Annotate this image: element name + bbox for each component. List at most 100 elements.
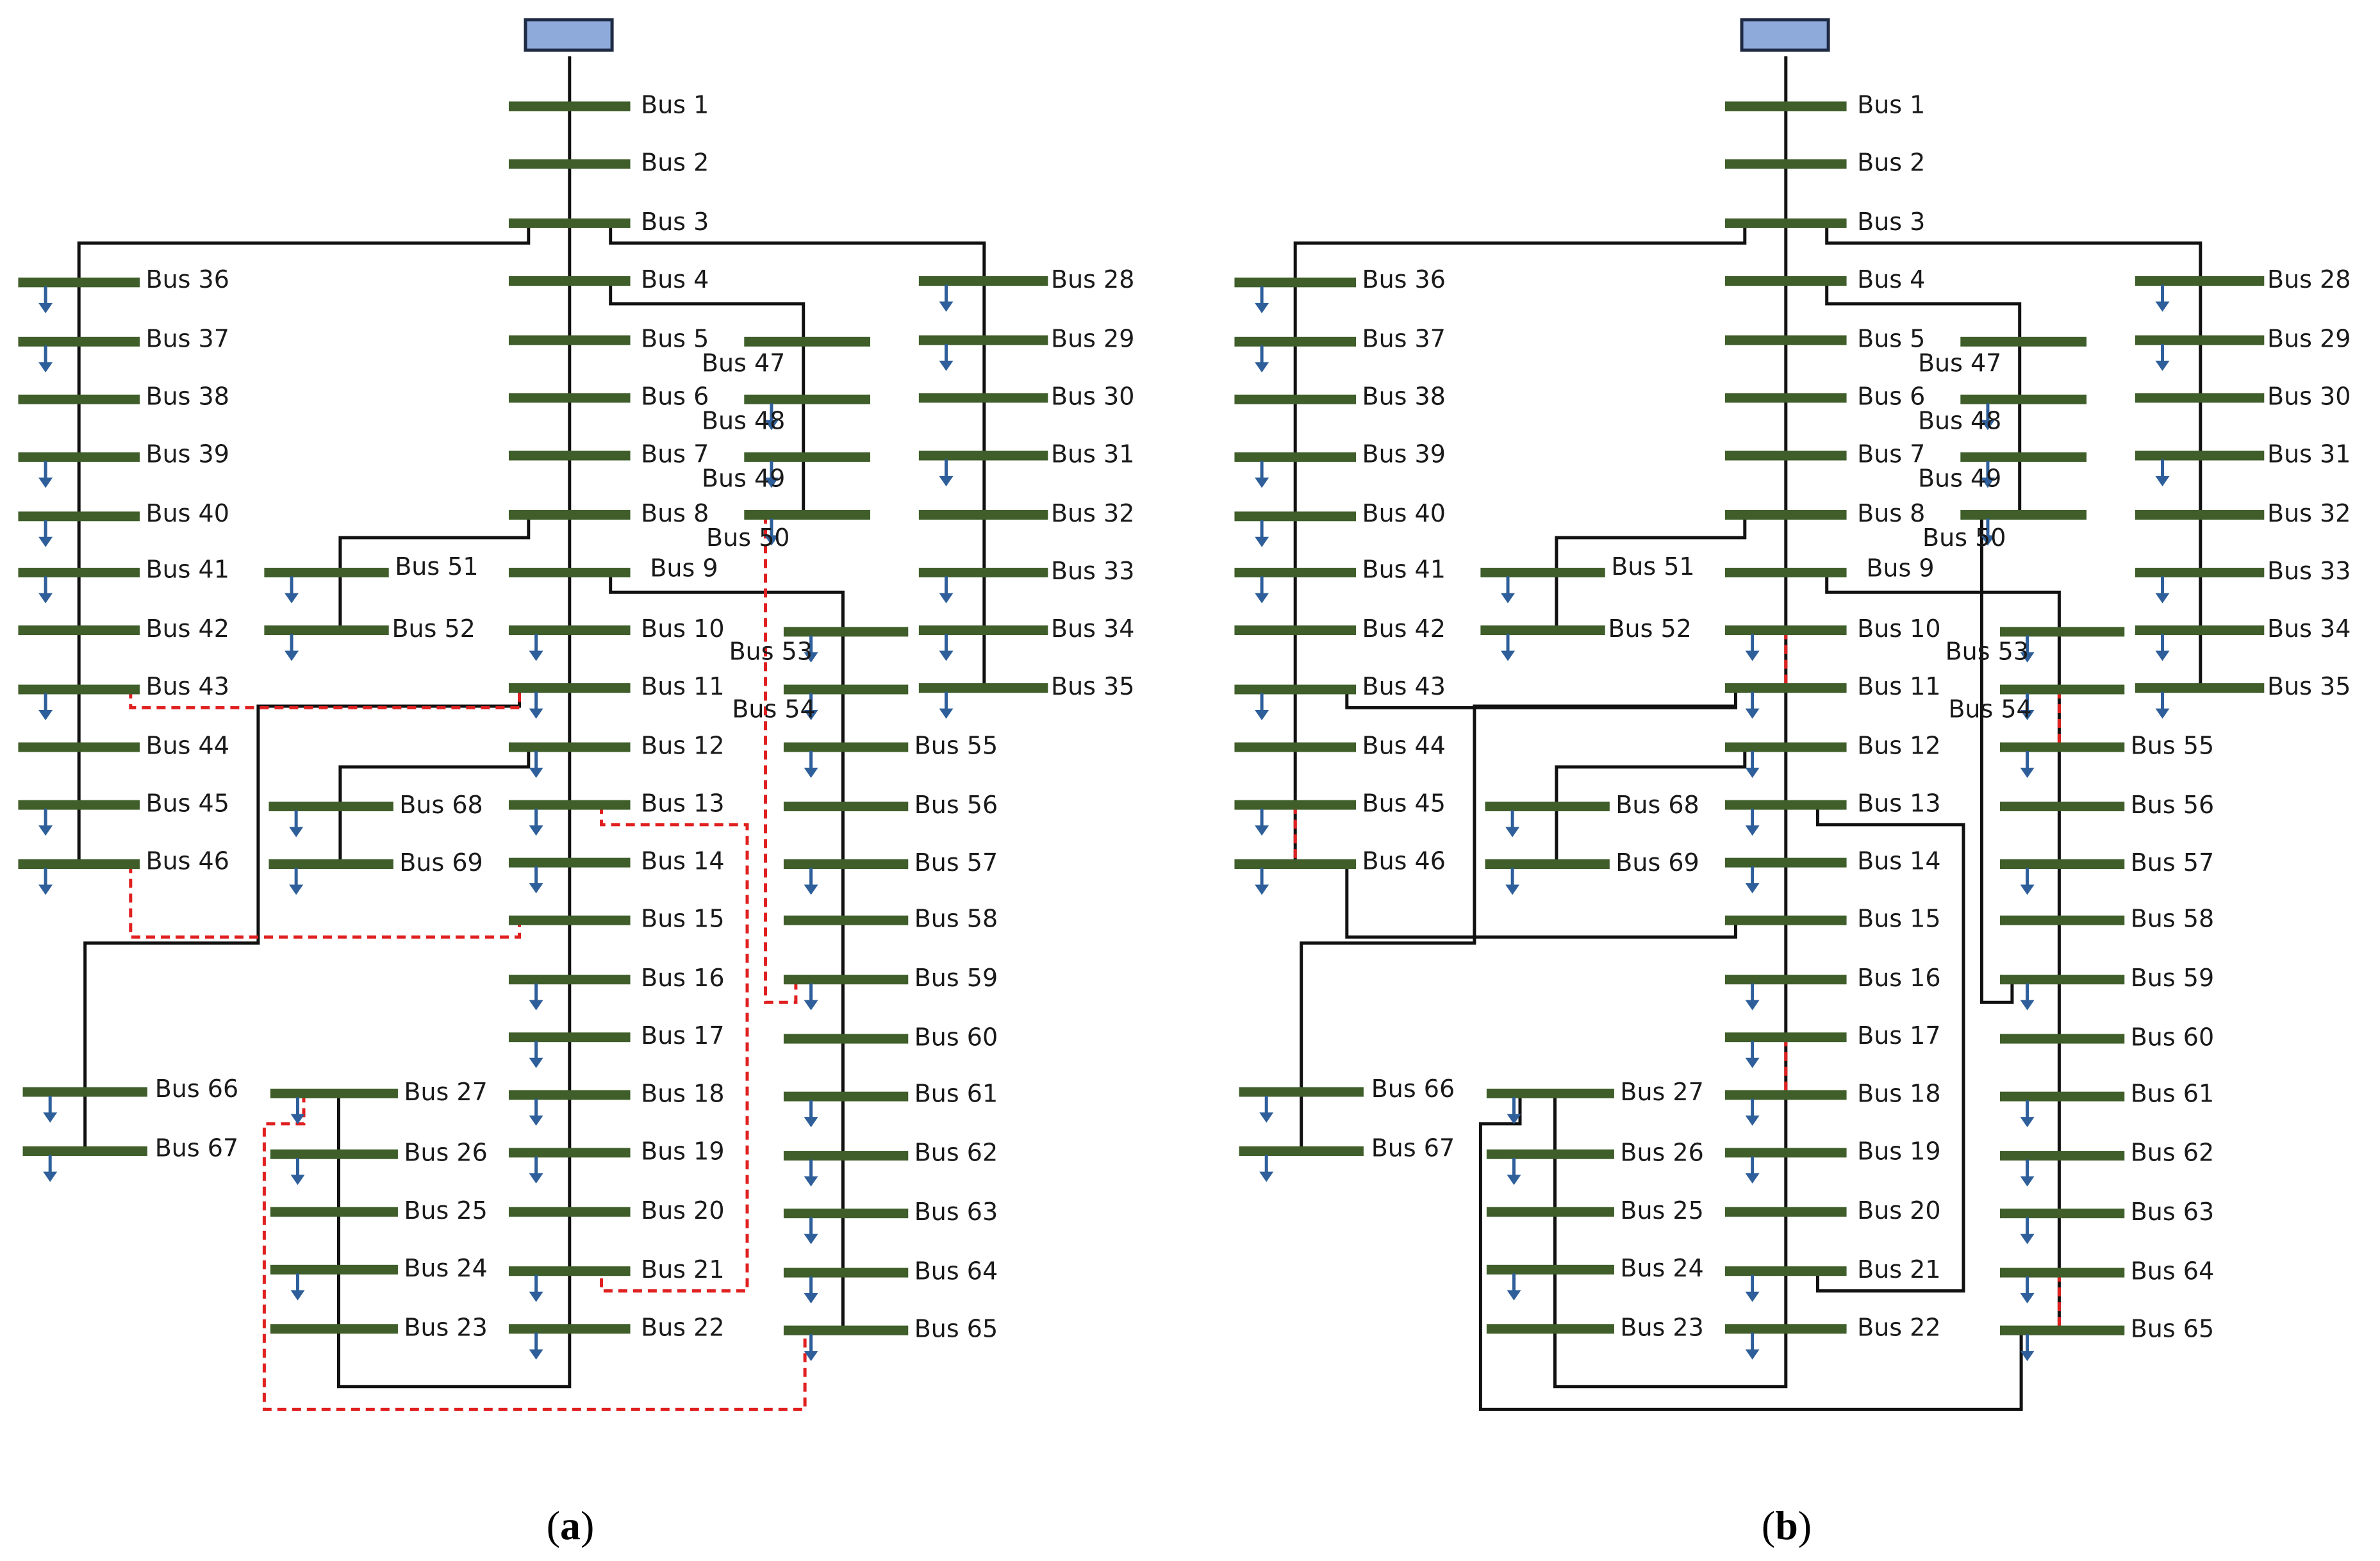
bus-label-67: Bus 67	[1371, 1134, 1455, 1162]
bus-bar-12	[1724, 742, 1847, 752]
bus-bar-60	[783, 1034, 909, 1044]
bus-bar-45	[1234, 800, 1357, 810]
bus-label-40: Bus 40	[146, 499, 229, 527]
bus-label-9: Bus 9	[1866, 554, 1934, 582]
load-arrowhead-69	[289, 884, 304, 895]
bus-bar-54	[783, 684, 909, 695]
bus-bar-60	[1999, 1034, 2125, 1044]
bus-label-21: Bus 21	[1857, 1255, 1940, 1284]
load-arrowhead-18	[1745, 1115, 1760, 1126]
bus-bar-33	[918, 567, 1048, 577]
bus-bar-8	[1724, 509, 1847, 520]
load-arrowhead-46	[38, 884, 53, 895]
bus-bar-39	[1234, 452, 1357, 462]
open-tie-switch	[764, 515, 798, 1004]
bus-bar-29	[918, 335, 1048, 345]
bus-bar-28	[918, 276, 1048, 286]
bus-label-4: Bus 4	[641, 265, 709, 293]
bus-bar-37	[18, 336, 140, 347]
load-arrowhead-64	[2020, 1293, 2035, 1304]
bus-bar-13	[1724, 800, 1847, 810]
load-arrowhead-59	[2020, 1000, 2035, 1011]
bus-bar-3	[1724, 218, 1847, 228]
bus-bar-49	[744, 452, 871, 462]
bus-label-45: Bus 45	[1362, 789, 1446, 818]
bus-label-46: Bus 46	[1362, 847, 1446, 875]
bus-bar-2	[508, 159, 631, 169]
load-arrowhead-59	[804, 1000, 818, 1011]
load-arrowhead-40	[1255, 536, 1269, 547]
load-arrowhead-22	[529, 1349, 543, 1360]
bus-bar-45	[18, 800, 140, 810]
bus-bar-15	[1724, 915, 1847, 925]
bus-label-39: Bus 39	[146, 440, 229, 468]
bus-label-31: Bus 31	[2267, 440, 2351, 468]
bus-label-41: Bus 41	[1362, 556, 1446, 584]
load-arrowhead-53	[804, 652, 818, 663]
feeder-line	[1555, 515, 1747, 631]
load-arrowhead-66	[1259, 1112, 1274, 1123]
load-arrowhead-17	[529, 1057, 543, 1068]
bus-bar-48	[744, 394, 871, 404]
bus-label-2: Bus 2	[1857, 148, 1925, 176]
bus-bar-2	[1724, 159, 1847, 169]
load-arrowhead-67	[43, 1171, 58, 1182]
bus-label-63: Bus 63	[2131, 1198, 2214, 1226]
feeder-line	[83, 923, 260, 1152]
bus-bar-35	[2135, 683, 2265, 693]
bus-label-46: Bus 46	[146, 847, 229, 875]
bus-bar-1	[1724, 101, 1847, 112]
load-arrowhead-65	[2020, 1351, 2035, 1362]
load-arrowhead-24	[1507, 1290, 1521, 1301]
bus-label-20: Bus 20	[1857, 1196, 1940, 1225]
panel-a: Bus 1 Bus 2 Bus 3 Bus 4 Bus 5 Bus 6 Bus 7 Bus 8…	[18, 18, 1134, 1411]
bus-bar-20	[1724, 1207, 1847, 1217]
bus-bar-48	[1960, 394, 2087, 404]
bus-bar-50	[1960, 509, 2087, 520]
bus-label-42: Bus 42	[1362, 615, 1446, 643]
panel-b: Bus 1 Bus 2 Bus 3 Bus 4 Bus 5 Bus 6 Bus 7 Bus 8…	[1234, 18, 2351, 1411]
load-arrowhead-48	[1980, 420, 1995, 431]
bus-label-59: Bus 59	[914, 964, 998, 992]
bus-label-23: Bus 23	[404, 1313, 487, 1341]
bus-label-47: Bus 47	[702, 349, 785, 377]
load-arrowhead-61	[2020, 1117, 2035, 1128]
load-arrowhead-64	[804, 1293, 818, 1304]
bus-label-48: Bus 48	[702, 406, 785, 434]
bus-label-15: Bus 15	[641, 905, 724, 933]
bus-label-10: Bus 10	[1857, 615, 1940, 643]
load-arrowhead-37	[1255, 362, 1269, 373]
load-arrowhead-63	[2020, 1234, 2035, 1244]
feeder-line	[1293, 223, 1747, 283]
load-arrowhead-49	[764, 477, 779, 488]
feeder-line	[1825, 223, 2202, 283]
bus-bar-52	[264, 625, 389, 636]
bus-label-51: Bus 51	[395, 552, 478, 581]
bus-label-5: Bus 5	[1857, 324, 1925, 352]
source-substation	[524, 18, 614, 52]
bus-label-19: Bus 19	[1857, 1137, 1940, 1165]
bus-bar-17	[1724, 1032, 1847, 1043]
bus-label-34: Bus 34	[2267, 615, 2351, 643]
bus-bar-56	[783, 801, 909, 811]
bus-label-56: Bus 56	[2131, 791, 2214, 819]
bus-bar-34	[918, 625, 1048, 636]
bus-bar-23	[1486, 1324, 1614, 1334]
bus-bar-9	[508, 567, 631, 577]
bus-bar-21	[1724, 1266, 1847, 1276]
bus-bar-10	[508, 625, 631, 636]
bus-label-37: Bus 37	[146, 324, 229, 352]
bus-label-20: Bus 20	[641, 1196, 724, 1225]
bus-label-24: Bus 24	[1620, 1254, 1703, 1282]
bus-bar-51	[264, 567, 389, 577]
bus-label-55: Bus 55	[914, 732, 998, 760]
bus-bar-67	[22, 1146, 147, 1156]
load-arrowhead-68	[289, 827, 304, 838]
bus-label-64: Bus 64	[914, 1257, 998, 1285]
open-tie-switch	[129, 864, 521, 939]
load-arrowhead-34	[939, 650, 954, 661]
bus-bar-26	[270, 1149, 398, 1159]
bus-label-27: Bus 27	[404, 1078, 487, 1106]
bus-bar-11	[508, 683, 631, 693]
bus-bar-30	[2135, 393, 2265, 403]
